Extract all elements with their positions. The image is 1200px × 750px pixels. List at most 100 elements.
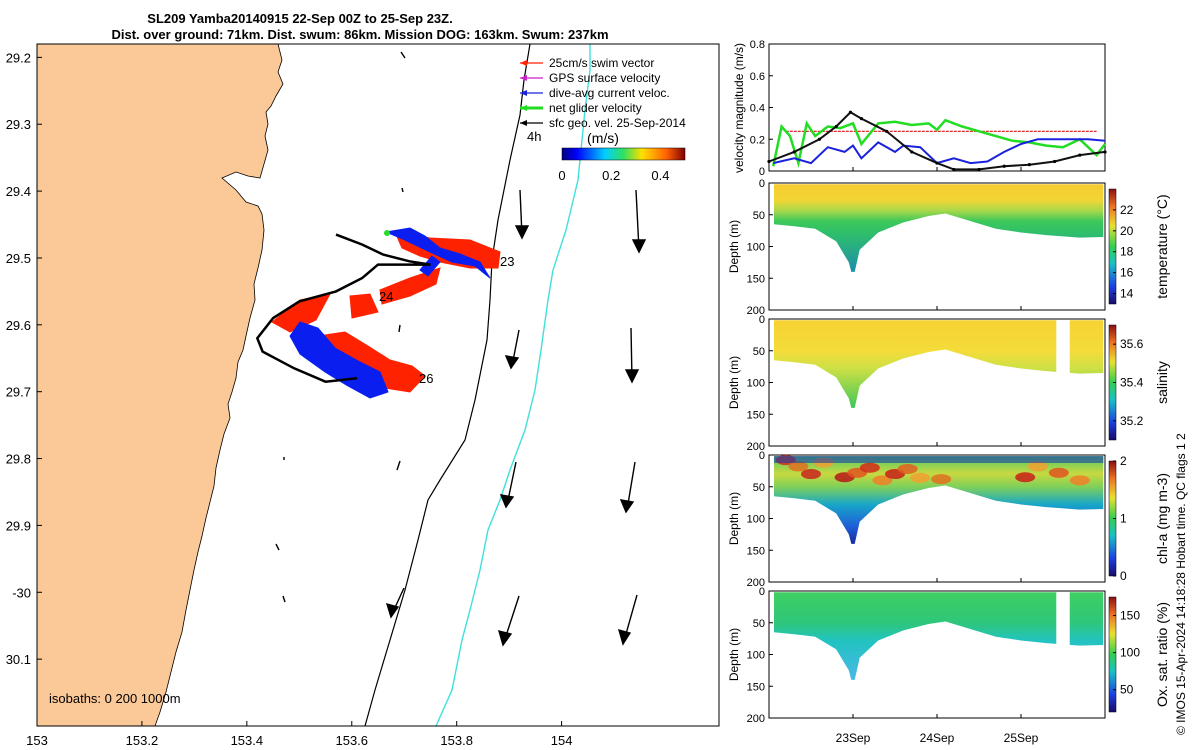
- colorbar-tick-label: 1: [1120, 512, 1127, 526]
- map-y-tick-label: 29.7: [6, 385, 31, 400]
- speed-colorbar-tick: 0.4: [651, 168, 669, 183]
- section-colorbar: [1108, 188, 1117, 305]
- velocity-point: [910, 150, 914, 154]
- map-y-tick-label: 29.9: [6, 518, 31, 533]
- depth-tick-label: 50: [753, 618, 765, 630]
- velocity-y-tick-label: 0: [759, 166, 765, 178]
- track-label-24: 24: [379, 289, 393, 304]
- glider-track-map: 153 153.2 153.4 153.6 153.8 154 29.229.329.42…: [6, 43, 720, 748]
- map-x-tick-label: 153: [26, 733, 48, 748]
- map-y-tick-label: 29.6: [6, 318, 31, 333]
- colorbar-tick-label: 14: [1120, 287, 1134, 301]
- colorbar-label: temperature (°C): [1154, 194, 1170, 298]
- map-y-tick-label: 29.3: [6, 117, 31, 132]
- section-panel-chl-a: 0 50 100 150 200 Depth (m) 0 1 2 chl-a (mg m-3): [727, 450, 1170, 589]
- legend-entry: net glider velocity: [549, 101, 642, 115]
- depth-tick-label: 200: [747, 305, 765, 317]
- depth-tick-label: 50: [753, 346, 765, 358]
- geostrophic-vectors: [275, 51, 647, 647]
- depth-tick-label: 50: [753, 210, 765, 222]
- colorbar-tick-label: 0: [1120, 569, 1127, 583]
- depth-tick-label: 200: [747, 441, 765, 453]
- map-y-tick-label: 29.2: [6, 50, 31, 65]
- velocity-y-tick-label: 0.2: [750, 134, 765, 146]
- colorbar-tick-label: 35.4: [1120, 376, 1144, 390]
- velocity-point: [885, 129, 889, 133]
- track-label-23: 23: [500, 254, 514, 269]
- depth-tick-label: 200: [747, 577, 765, 589]
- section-field: [774, 184, 1104, 272]
- chart-title: SL209 Yamba20140915 22-Sep 00Z to 25-Sep…: [147, 11, 453, 26]
- map-x-tick-label: 153.6: [335, 733, 368, 748]
- velocity-y-tick-label: 0.8: [750, 39, 765, 51]
- depth-axis-label: Depth (m): [727, 628, 741, 681]
- velocity-point: [977, 167, 981, 172]
- colorbar-tick-label: 100: [1120, 646, 1140, 660]
- velocity-point: [792, 150, 796, 154]
- section-panel-salinity: 0 50 100 150 200 Depth (m) 35.2 35.4 35.6 salinit…: [727, 314, 1170, 453]
- colorbar-label: salinity: [1154, 361, 1170, 404]
- section-panel-temperature: 0 50 100 150 200 Depth (m) 14 16 18 20 22 temperatu…: [727, 178, 1170, 317]
- velocity-y-label: velocity magnitude (m/s): [732, 43, 746, 173]
- depth-tick-label: 150: [747, 545, 765, 557]
- map-y-tick-label: 29.8: [6, 452, 31, 467]
- velocity-point: [1053, 159, 1057, 164]
- speed-colorbar-tick: 0: [558, 168, 565, 183]
- colorbar-tick-label: 22: [1120, 203, 1134, 217]
- depth-tick-label: 100: [747, 378, 765, 390]
- velocity-point: [1027, 163, 1031, 167]
- velocity-series-line: [768, 111, 1106, 171]
- date-tick-label: 24Sep: [920, 731, 955, 745]
- coastline-land: [37, 44, 284, 726]
- section-colorbar: [1108, 596, 1117, 713]
- chl-patch: [931, 474, 952, 485]
- legend-entry: 25cm/s swim vector: [549, 56, 654, 70]
- chl-patch: [872, 475, 893, 486]
- legend-arrowhead: [520, 75, 527, 81]
- section-field: [774, 320, 1104, 408]
- colorbar-tick-label: 2: [1120, 454, 1127, 468]
- colorbar-tick-label: 35.6: [1120, 337, 1144, 351]
- depth-tick-label: 100: [747, 650, 765, 662]
- chl-patch: [897, 463, 918, 474]
- chl-patch: [910, 472, 931, 483]
- velocity-y-tick-label: 0.4: [750, 103, 765, 115]
- depth-tick-label: 100: [747, 242, 765, 254]
- colorbar-tick-label: 18: [1120, 245, 1134, 259]
- velocity-series-line: [772, 138, 1106, 165]
- depth-tick-label: 50: [753, 482, 765, 494]
- track-label-26: 26: [419, 371, 433, 386]
- chl-patch: [1015, 472, 1036, 483]
- map-x-tick-label: 153.2: [126, 733, 159, 748]
- velocity-point: [1078, 153, 1082, 157]
- depth-tick-label: 150: [747, 681, 765, 693]
- colorbar-label: (m/s): [587, 130, 619, 146]
- velocity-point: [767, 159, 771, 164]
- isobath-legend: isobaths: 0 200 1000m: [49, 691, 181, 706]
- depth-tick-label: 150: [747, 273, 765, 285]
- map-x-tick-label: 154: [551, 733, 573, 748]
- velocity-panel: 0 0.2 0.4 0.6 0.8 velocity magnitude (m/s): [732, 39, 1107, 178]
- velocity-series-line: [771, 118, 1106, 169]
- isobath-1000: [435, 44, 591, 726]
- velocity-point: [859, 117, 864, 121]
- colorbar-label: chl-a (mg m-3): [1154, 473, 1170, 564]
- speed-colorbar: [561, 147, 686, 161]
- velocity-point: [848, 110, 853, 114]
- velocity-point: [1103, 150, 1107, 154]
- glider-track: [255, 233, 431, 383]
- map-y-ticks: 29.2 29.3 29.4 29.5 29.6 29.7 29.8 29.9 -30 30.1: [6, 50, 42, 667]
- colorbar-tick-label: 20: [1120, 224, 1134, 238]
- depth-tick-label: 0: [759, 314, 765, 326]
- velocity-point: [817, 137, 822, 141]
- depth-axis-label: Depth (m): [727, 356, 741, 409]
- legend-entry: dive-avg current veloc.: [549, 86, 670, 100]
- map-x-ticks: 153 153.2 153.4 153.6 153.8 154: [26, 721, 572, 748]
- colorbar-tick-label: 50: [1120, 683, 1134, 697]
- chl-patch: [801, 469, 821, 480]
- colorbar-label: Ox. sat. ratio (%): [1154, 602, 1170, 707]
- section-field: [774, 592, 1104, 680]
- data-gap: [1056, 320, 1070, 445]
